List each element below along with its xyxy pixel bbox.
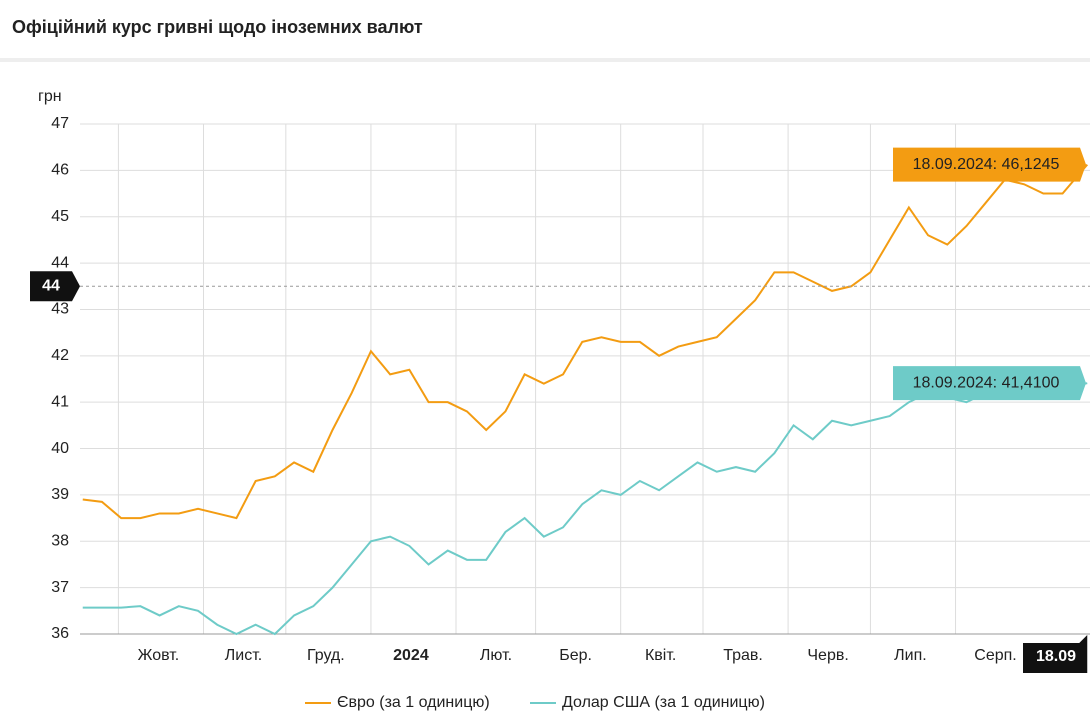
x-tick-label: Квіт. (645, 647, 676, 664)
y-tick-label: 39 (51, 486, 69, 503)
crosshair-label: 18.09 (1036, 648, 1076, 665)
x-tick-label: Лип. (894, 647, 927, 664)
y-tick-label: 38 (51, 532, 69, 549)
legend-label: Долар США (за 1 одиницю) (562, 694, 765, 711)
y-tick-label: 36 (51, 625, 69, 642)
tooltip-box (893, 147, 1086, 182)
y-tick-label: 46 (51, 162, 69, 179)
x-tick-label: Бер. (559, 647, 592, 664)
header-shadow (0, 58, 1090, 62)
x-tick-label: Серп. (974, 647, 1016, 664)
y-tick-label: 41 (51, 393, 69, 410)
y-axis-label: грн (38, 88, 62, 105)
x-tick-label: Лист. (225, 647, 262, 664)
crosshair-box (30, 271, 80, 302)
x-tick-label: Трав. (723, 647, 763, 664)
tooltip-box (893, 366, 1086, 401)
tooltip-text: 18.09.2024: 41,4100 (913, 374, 1060, 391)
y-tick-label: 40 (51, 440, 69, 457)
y-tick-label: 42 (51, 347, 69, 364)
x-tick-label: Жовт. (138, 647, 180, 664)
x-tick-label: Груд. (307, 647, 345, 664)
x-tick-label: 2024 (393, 647, 429, 664)
series-line (82, 163, 1089, 520)
y-tick-label: 37 (51, 579, 69, 596)
crosshair-box (1023, 635, 1088, 673)
y-tick-label: 47 (51, 115, 69, 132)
crosshair-label: 44 (42, 277, 60, 294)
y-tick-label: 44 (51, 254, 69, 271)
y-tick-label: 45 (51, 208, 69, 225)
y-tick-label: 43 (51, 301, 69, 318)
x-tick-label: Черв. (807, 647, 848, 664)
tooltip-text: 18.09.2024: 46,1245 (913, 156, 1060, 173)
x-tick-label: Лют. (480, 647, 512, 664)
legend-label: Євро (за 1 одиницю) (337, 694, 490, 711)
page-title: Офіційний курс гривні щодо іноземних вал… (12, 17, 423, 37)
series-line (82, 382, 1088, 636)
